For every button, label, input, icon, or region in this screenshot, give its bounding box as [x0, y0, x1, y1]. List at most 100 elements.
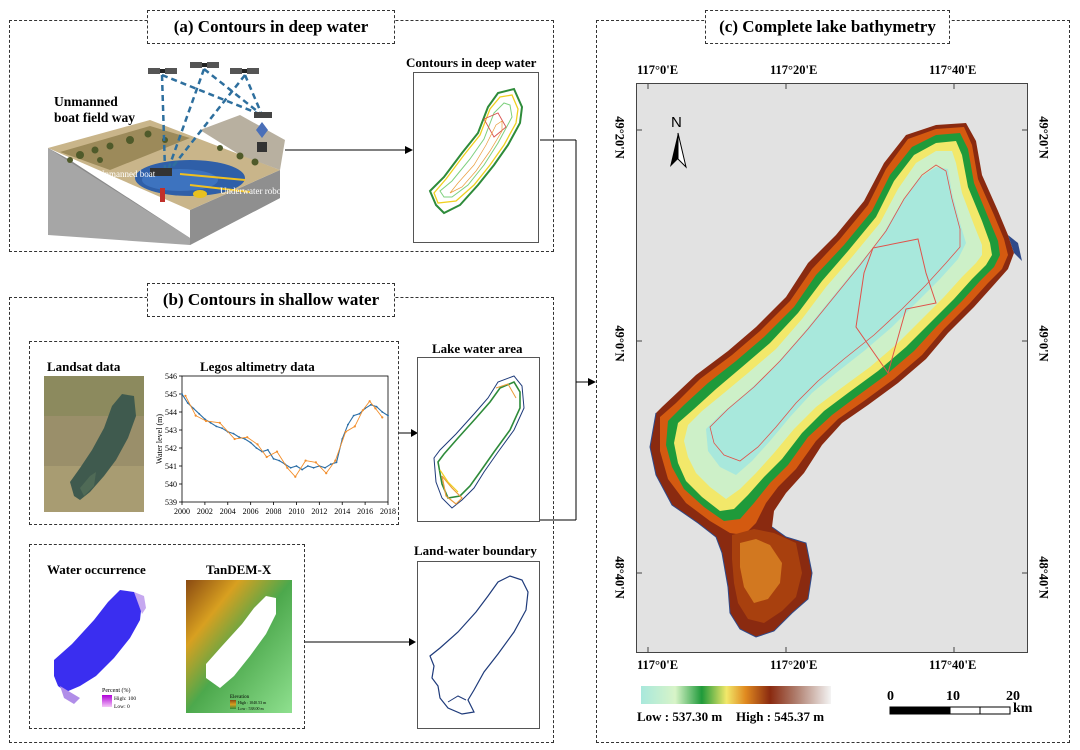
y-tick-label: 539: [165, 498, 177, 507]
series-0-point: [381, 411, 384, 413]
series-0-point: [266, 448, 269, 451]
lon-bottom-1: 117°0'E: [637, 658, 679, 672]
dem-legend-high: High : 1040.53 m: [238, 700, 267, 705]
series-1-point: [353, 425, 356, 428]
panel-b-inputs-top: [29, 341, 399, 525]
x-tick-label: 2018: [380, 507, 396, 516]
y-tick-label: 541: [165, 462, 177, 471]
deep-water-contours-map: [413, 72, 539, 243]
legos-label: Legos altimetry data: [200, 359, 315, 374]
series-1-point: [374, 407, 377, 410]
series-0-point: [375, 405, 378, 408]
series-1-point: [286, 466, 289, 469]
series-1-point: [265, 455, 268, 459]
series-1-point: [344, 430, 347, 433]
unmanned-boat-label: Unmanned boat field way: [54, 94, 135, 125]
series-0-point: [255, 447, 258, 449]
series-1-point: [218, 421, 221, 424]
series-0-point: [232, 432, 235, 435]
occ-legend-high: High: 100: [114, 696, 136, 702]
series-0-point: [209, 421, 212, 424]
tandem-label: TanDEM-X: [206, 562, 272, 577]
series-0-point: [306, 465, 309, 467]
unmanned-boat-illustration: Unmanned boat Underwater robot: [48, 62, 285, 245]
water-occurrence-label: Water occurrence: [47, 562, 146, 577]
lake-area-label: Lake water area: [432, 341, 523, 356]
occ-legend-title: Percent (%): [102, 687, 131, 694]
landsat-image: [44, 376, 144, 512]
lon-top-3: 117°40'E: [929, 63, 977, 77]
series-0-point: [295, 465, 298, 467]
series-1-point: [256, 443, 259, 446]
scale-tick-0: 0: [887, 689, 894, 704]
chart-plot-area: [181, 375, 389, 503]
series-1-point: [304, 459, 307, 462]
series-0-point: [181, 393, 183, 395]
series-1-point: [246, 436, 249, 439]
lat-left-1: 49°20'N: [612, 116, 627, 159]
boundary-label: Land-water boundary: [414, 543, 537, 558]
arrow-b-to-lake-area: [399, 429, 418, 437]
land-water-boundary-map: [417, 561, 540, 729]
lat-left-2: 49°0'N: [612, 325, 627, 362]
panel-c-title: (c) Complete lake bathymetry: [705, 10, 950, 44]
x-tick-label: 2004: [220, 507, 236, 516]
landsat-label: Landsat data: [47, 359, 121, 374]
series-0-point: [335, 461, 338, 464]
series-0-point: [278, 459, 281, 462]
series-0-point: [203, 418, 206, 421]
series-0-point: [324, 466, 326, 469]
x-tick-label: 2010: [288, 507, 304, 516]
y-tick-label: 543: [165, 426, 177, 435]
series-0-point: [301, 468, 304, 471]
altimetry-chart: 539 540 541 542 543 544 545 546 2000 2002 2004 2006…: [155, 372, 396, 516]
x-tick-label: 2006: [243, 507, 259, 516]
north-label: N: [671, 114, 682, 131]
tandem-x-map: Elevation High : 1040.53 m Low : 538.00 …: [186, 580, 292, 713]
series-0-point: [329, 463, 332, 466]
series-1-point: [314, 461, 317, 464]
series-1-point: [184, 394, 187, 397]
north-arrow-icon: N: [670, 114, 687, 169]
scale-bar: [889, 706, 1011, 715]
y-tick-label: 546: [165, 372, 177, 381]
unmanned-boat-text: Unmanned boat: [98, 169, 156, 179]
series-0-point: [198, 412, 201, 415]
x-tick-label: 2000: [174, 507, 190, 516]
series-0-point: [347, 423, 349, 426]
series-1-point: [381, 416, 384, 419]
x-tick-label: 2016: [357, 507, 373, 516]
legend-low-label: Low : 537.30 m: [637, 709, 723, 724]
series-1-point: [275, 450, 279, 453]
underwater-robot-text: Underwater robot: [220, 186, 284, 196]
series-1-point: [294, 475, 297, 478]
scale-unit: km: [1013, 701, 1033, 716]
series-1-point: [204, 419, 208, 423]
x-tick-label: 2008: [266, 507, 282, 516]
x-tick-label: 2012: [311, 507, 327, 516]
series-0-point: [358, 412, 361, 415]
connector-to-panel-c: [540, 139, 596, 521]
y-tick-label: 542: [165, 444, 177, 453]
series-0-point: [387, 414, 389, 417]
series-0-point: [244, 438, 246, 440]
occ-legend-low: Low: 0: [114, 704, 130, 710]
dem-legend-low: Low : 538.00 m: [238, 706, 264, 711]
x-tick-label: 2002: [197, 507, 213, 516]
series-1-point: [334, 459, 337, 462]
panel-b-title: (b) Contours in shallow water: [147, 283, 395, 317]
panel-a-title: (a) Contours in deep water: [147, 10, 395, 44]
lat-left-3: 48°40'N: [612, 556, 627, 599]
lat-right-2: 49°0'N: [1036, 325, 1051, 362]
series-1-point: [368, 400, 371, 403]
series-0-point: [238, 436, 241, 439]
x-tick-label: 2014: [334, 507, 350, 516]
series-0-point: [192, 407, 195, 410]
lake-water-area-map: [417, 357, 540, 522]
lon-top-1: 117°0'E: [637, 63, 679, 77]
series-1-point: [233, 437, 236, 441]
y-axis-label: Water level (m): [155, 414, 164, 464]
bathymetry-colorbar: [641, 686, 831, 704]
series-0-point: [369, 403, 372, 406]
arrow-b-to-boundary: [305, 638, 416, 646]
